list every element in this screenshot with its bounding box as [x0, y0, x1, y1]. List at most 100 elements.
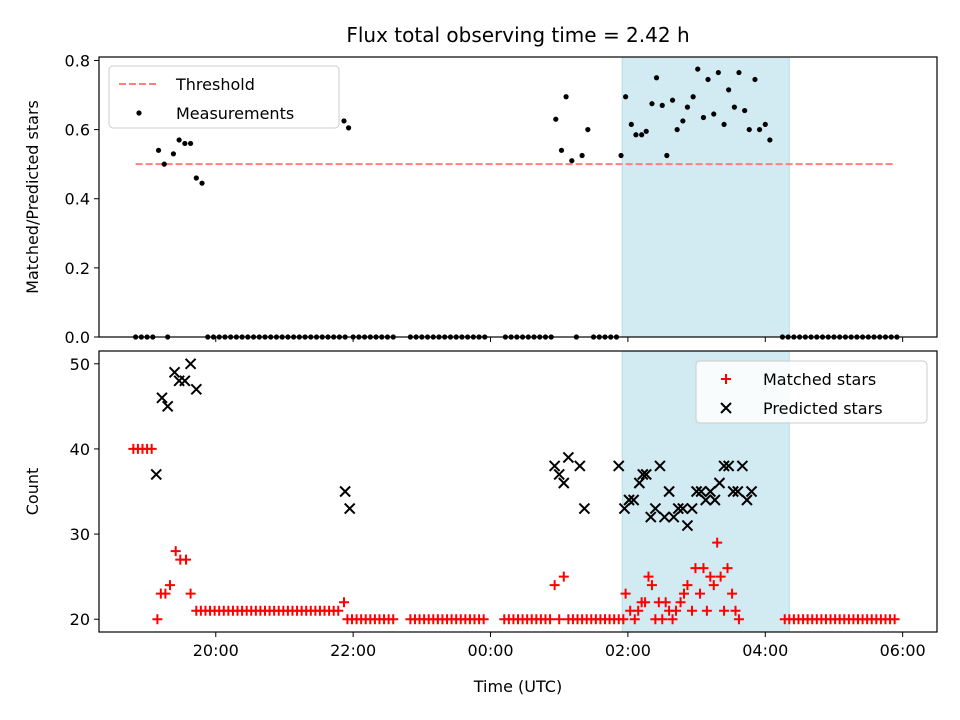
- data-point: [161, 400, 174, 413]
- data-point: [649, 502, 662, 515]
- data-point: [722, 563, 733, 574]
- data-point: [549, 580, 560, 591]
- data-point: [654, 460, 666, 472]
- data-point: [623, 494, 635, 506]
- y-tick-label: 50: [70, 355, 90, 374]
- data-point: [731, 104, 737, 110]
- data-point: [675, 597, 686, 608]
- data-point: [730, 605, 741, 616]
- data-point: [670, 605, 681, 616]
- data-point: [629, 614, 640, 625]
- data-point: [682, 580, 693, 591]
- x-tick-label: 04:00: [742, 641, 788, 660]
- data-point: [618, 614, 629, 625]
- data-point: [179, 375, 191, 387]
- chart-title: Flux total observing time = 2.42 h: [346, 23, 689, 47]
- data-point: [190, 383, 203, 396]
- data-point: [388, 614, 399, 625]
- data-point: [742, 107, 748, 114]
- x-tick-label: 22:00: [330, 641, 376, 660]
- data-point: [553, 116, 559, 122]
- data-point: [727, 485, 739, 498]
- bottom-x-axis-label: Time (UTC): [473, 677, 562, 696]
- data-point: [695, 485, 707, 498]
- top-axes-frame: [98, 56, 938, 338]
- bottom-x-ticks: 20:00 22:00 00:00 02:00 04:00 06:00: [193, 632, 926, 660]
- data-point: [713, 477, 726, 489]
- data-point: [736, 460, 749, 472]
- data-point: [199, 180, 205, 186]
- data-point: [574, 460, 586, 472]
- data-point: [653, 75, 660, 81]
- top-x-ticks: [215, 337, 904, 342]
- axes-frame: [98, 56, 938, 338]
- x-tick-label: 20:00: [193, 641, 239, 660]
- data-point: [618, 502, 631, 515]
- data-point: [639, 132, 645, 138]
- data-point: [667, 511, 680, 523]
- data-point: [623, 94, 629, 100]
- data-point: [704, 485, 717, 498]
- data-point: [664, 152, 670, 159]
- bottom-star-points: [128, 358, 900, 625]
- data-point: [344, 502, 356, 515]
- top-y-axis-label: Matched/Predicted stars: [23, 100, 42, 294]
- data-point: [579, 152, 585, 159]
- data-point: [677, 502, 689, 515]
- data-point: [176, 137, 182, 143]
- data-point: [686, 502, 698, 515]
- data-point: [752, 76, 758, 83]
- top-highlight-band: [621, 56, 790, 338]
- data-point: [646, 580, 657, 591]
- data-point: [695, 588, 706, 599]
- data-point: [733, 614, 744, 625]
- legend-handle-plus: [721, 374, 731, 384]
- data-point: [152, 614, 163, 625]
- data-point: [563, 94, 569, 100]
- data-point: [678, 588, 689, 599]
- data-point: [690, 485, 703, 498]
- x-tick-label: 02:00: [605, 641, 651, 660]
- data-point: [146, 443, 157, 454]
- data-point: [156, 392, 168, 404]
- data-point: [184, 358, 197, 370]
- data-point: [161, 161, 167, 167]
- data-point: [695, 66, 701, 72]
- data-point: [339, 485, 351, 498]
- data-point: [478, 614, 489, 625]
- data-point: [185, 588, 196, 599]
- data-point: [558, 147, 565, 153]
- data-point: [553, 468, 565, 481]
- y-tick-label: 30: [70, 525, 90, 544]
- data-point: [633, 477, 646, 489]
- data-point: [722, 460, 735, 472]
- data-point: [732, 485, 744, 498]
- y-tick-label: 0.8: [65, 51, 90, 70]
- axes-frame: [98, 350, 938, 633]
- data-point: [160, 588, 171, 599]
- top-panel: 0.00.20.40.60.8 Matched/Predicted stars …: [23, 51, 938, 347]
- data-point: [645, 511, 657, 523]
- legend-label: Threshold: [175, 75, 255, 94]
- data-point: [585, 126, 591, 133]
- data-point: [578, 502, 591, 515]
- data-point: [756, 126, 763, 133]
- data-point: [649, 101, 655, 107]
- data-point: [554, 614, 565, 625]
- data-point: [674, 126, 680, 133]
- data-point: [558, 477, 570, 489]
- data-point: [736, 69, 742, 76]
- top-y-ticks: 0.0 0.2 0.4 0.6 0.8: [65, 51, 99, 347]
- top-measurement-points: [133, 66, 900, 340]
- data-point: [889, 614, 900, 625]
- data-point: [613, 460, 625, 472]
- legend-box: [695, 360, 928, 424]
- data-point: [338, 597, 349, 608]
- data-point: [155, 147, 162, 153]
- data-point: [182, 140, 188, 147]
- data-point: [701, 605, 712, 616]
- data-point: [663, 485, 675, 498]
- bottom-y-ticks: 20 30 40 50: [70, 355, 99, 629]
- data-point: [618, 152, 624, 159]
